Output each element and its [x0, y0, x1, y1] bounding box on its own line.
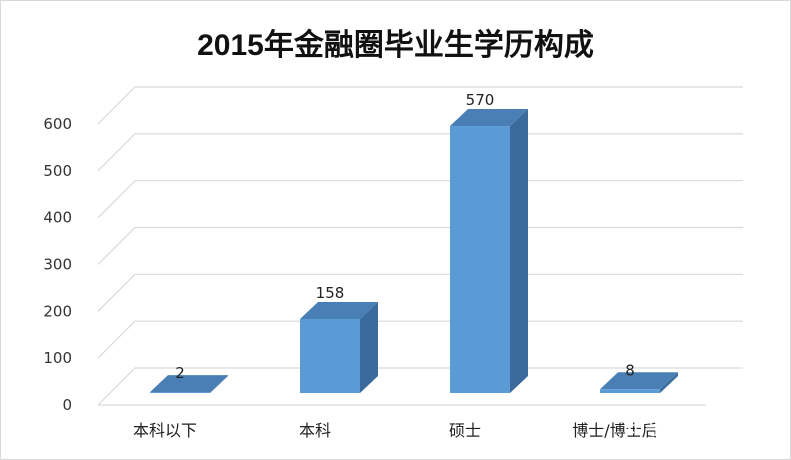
bar-top [150, 375, 228, 393]
data-label: 570 [466, 91, 495, 109]
bar [300, 302, 378, 393]
y-tick-label: 200 [43, 302, 72, 320]
gridline [97, 133, 743, 172]
bar-top [450, 109, 528, 127]
bar-front [450, 126, 510, 394]
bar-side [210, 375, 228, 393]
bars [150, 109, 678, 394]
y-tick-label: 0 [62, 396, 72, 414]
watermark: 知乎 @cherry [623, 415, 766, 440]
bar-top [600, 372, 678, 390]
category-label: 本科以下 [133, 421, 197, 440]
y-tick-label: 400 [43, 209, 72, 227]
gridline [97, 273, 743, 312]
bar-side [360, 302, 378, 393]
y-tick-label: 500 [43, 162, 72, 180]
y-tick-label: 600 [43, 115, 72, 133]
chart-title: 2015年金融圈毕业生学历构成 [197, 29, 594, 62]
gridline [97, 367, 743, 406]
bar-side [510, 109, 528, 394]
bar [450, 109, 528, 394]
x-axis-categories: 本科以下 本科 硕士 博士/博士后 [133, 421, 658, 440]
bar-front [150, 392, 210, 393]
data-label: 8 [625, 361, 635, 379]
gridline [97, 180, 743, 219]
data-label: 2 [175, 364, 185, 382]
bar-side [660, 372, 678, 393]
gridlines [97, 86, 743, 406]
bar-top [300, 302, 378, 320]
bar [150, 375, 228, 393]
gridline [97, 226, 743, 265]
bar [600, 372, 678, 393]
bar-front [300, 319, 360, 393]
gridline [97, 320, 743, 359]
y-tick-label: 100 [43, 349, 72, 367]
category-label: 博士/博士后 [572, 421, 657, 440]
data-label: 158 [316, 284, 345, 302]
data-labels: 2 158 570 8 [175, 91, 635, 382]
category-label: 硕士 [449, 421, 481, 440]
category-label: 本科 [299, 421, 331, 440]
gridline [97, 86, 743, 125]
bar-front [600, 389, 660, 393]
y-tick-label: 300 [43, 256, 72, 274]
y-axis-ticks: 0 100 200 300 400 500 600 [43, 115, 72, 414]
